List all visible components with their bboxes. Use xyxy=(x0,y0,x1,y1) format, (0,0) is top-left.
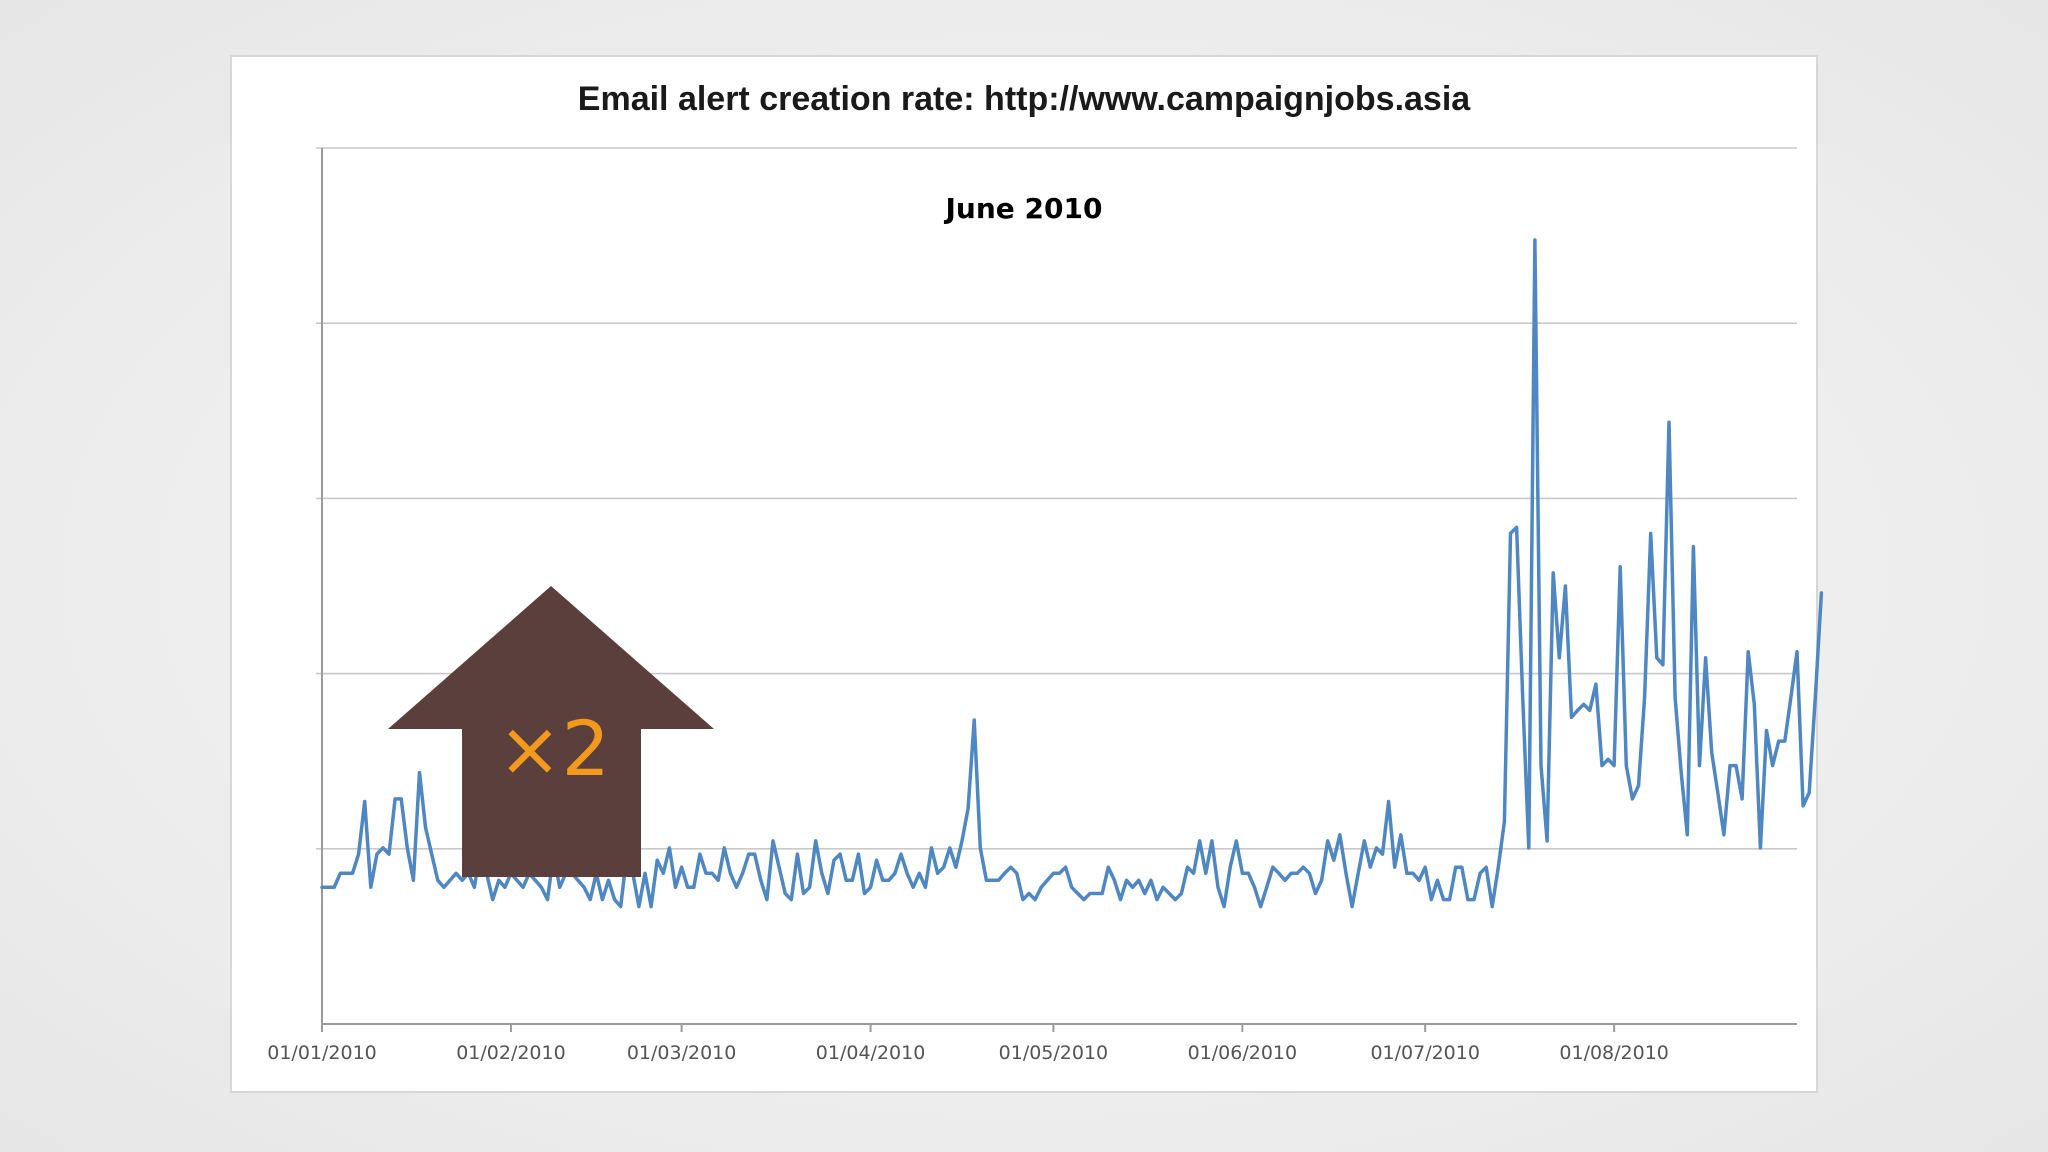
chart-annotation: June 2010 xyxy=(944,192,1103,225)
x-axis-ticks: 01/01/2010 01/02/2010 01/03/2010 01/04/2010… xyxy=(267,1024,1669,1064)
up-arrow-icon: ×2 xyxy=(388,586,714,877)
x-tick-label: 01/08/2010 xyxy=(1559,1042,1669,1064)
x-tick-label: 01/04/2010 xyxy=(816,1042,926,1064)
x-tick-label: 01/02/2010 xyxy=(456,1042,566,1064)
multiplier-label: ×2 xyxy=(498,704,610,793)
x-tick-label: 01/01/2010 xyxy=(267,1042,377,1064)
x-tick-label: 01/06/2010 xyxy=(1188,1042,1298,1064)
x-tick-label: 01/07/2010 xyxy=(1370,1042,1480,1064)
up-arrow-shape xyxy=(388,586,714,877)
chart-title: Email alert creation rate: http://www.ca… xyxy=(578,80,1472,118)
x-tick-label: 01/05/2010 xyxy=(999,1042,1109,1064)
x-tick-label: 01/03/2010 xyxy=(627,1042,737,1064)
